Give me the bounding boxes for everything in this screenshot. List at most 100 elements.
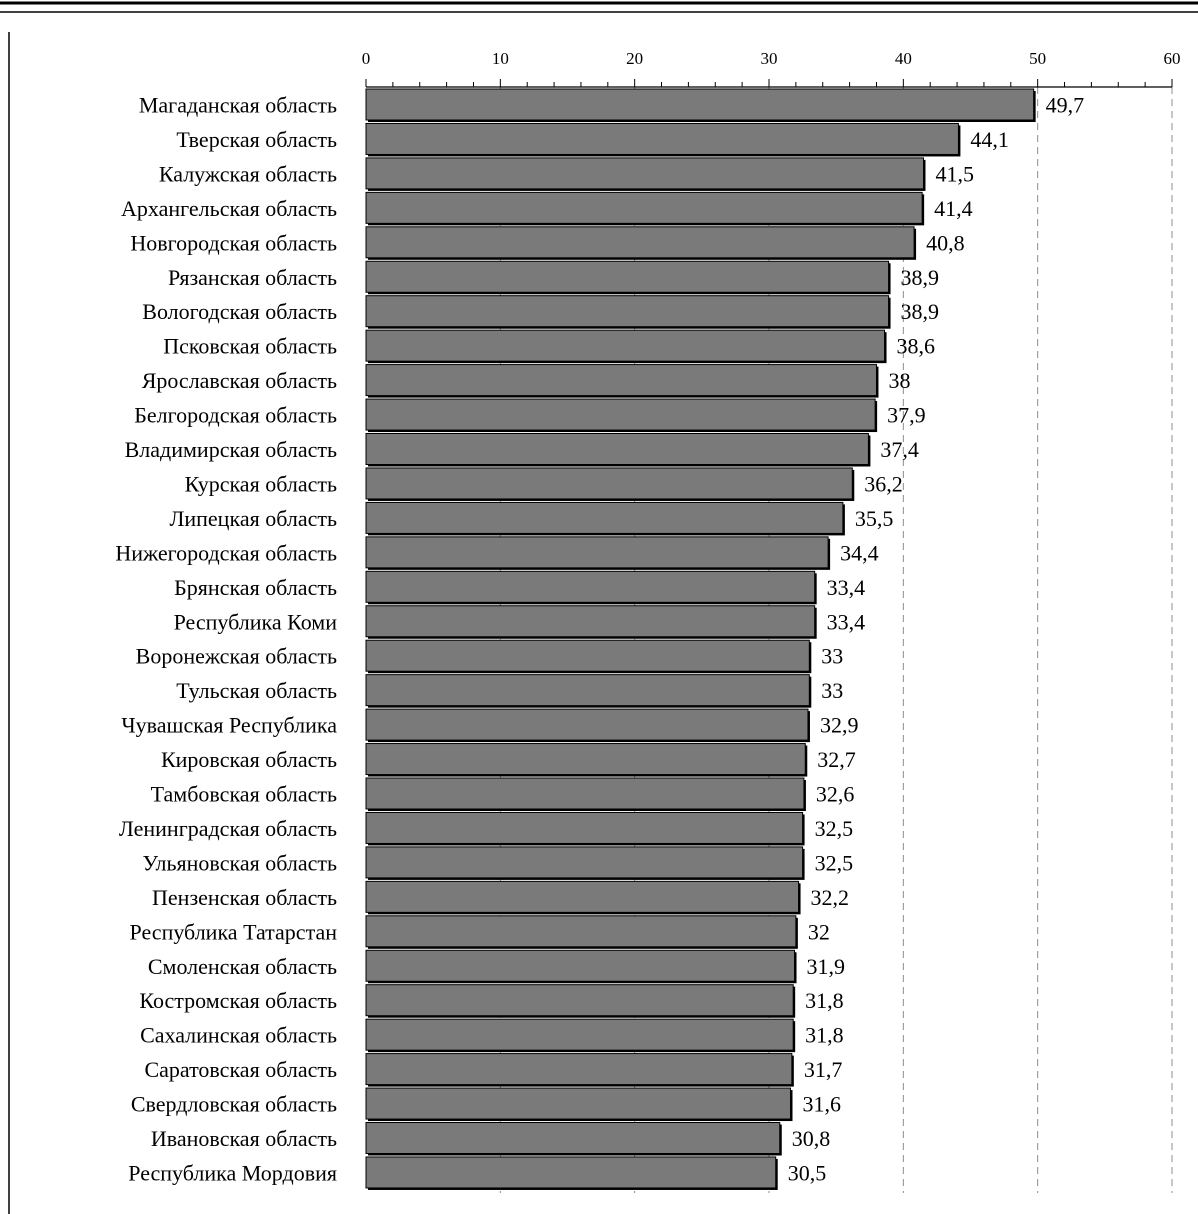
category-label: Архангельская область [121, 196, 337, 221]
bar [365, 605, 816, 638]
value-label: 32,5 [815, 816, 854, 841]
bar [365, 880, 800, 913]
bar [365, 639, 810, 672]
x-tick-label: 30 [761, 49, 778, 68]
bar [365, 915, 797, 948]
value-label: 38,6 [897, 334, 936, 359]
category-label: Тверская область [176, 127, 337, 152]
value-label: 38,9 [901, 299, 940, 324]
category-label: Кировская область [161, 747, 337, 772]
value-label: 40,8 [926, 230, 965, 255]
bar [365, 536, 829, 569]
x-tick-label: 0 [362, 49, 371, 68]
category-label: Липецкая область [169, 506, 337, 531]
bar [365, 1156, 777, 1189]
value-label: 34,4 [840, 540, 879, 565]
x-tick-label: 50 [1029, 49, 1046, 68]
bar [365, 708, 809, 741]
bar [365, 295, 890, 328]
value-label: 32 [808, 919, 830, 944]
x-tick-label: 40 [895, 49, 912, 68]
value-label: 37,9 [887, 403, 926, 428]
category-label: Тамбовская область [151, 782, 337, 807]
bar [365, 433, 869, 465]
category-label: Магаданская область [139, 93, 337, 118]
category-label: Нижегородская область [115, 540, 337, 565]
category-label: Курская область [185, 471, 337, 496]
category-label: Смоленская область [148, 954, 337, 979]
bar [365, 1053, 793, 1086]
value-label: 38,9 [901, 265, 940, 290]
category-label: Ленинградская область [119, 816, 337, 841]
value-label: 31,8 [805, 988, 844, 1013]
category-label: Республика Татарстан [130, 919, 338, 944]
category-label: Республика Мордовия [128, 1160, 337, 1185]
value-label: 37,4 [880, 437, 919, 462]
value-label: 41,5 [935, 161, 974, 186]
bar [365, 191, 923, 224]
value-label: 31,9 [807, 954, 846, 979]
value-label: 32,6 [816, 782, 855, 807]
value-label: 31,6 [802, 1092, 841, 1117]
x-axis: 0 10 20 30 40 50 60 [362, 49, 1181, 88]
bars [365, 88, 1036, 1190]
value-label: 38 [888, 368, 910, 393]
bar [365, 1087, 791, 1120]
bar [365, 260, 890, 293]
bar [365, 467, 853, 500]
bar [365, 811, 804, 844]
x-tick-label: 60 [1164, 49, 1181, 68]
value-label: 33,4 [827, 575, 866, 600]
bar [365, 329, 886, 362]
bar [365, 743, 806, 776]
category-labels: Магаданская область Тверская область Калуж… [115, 93, 337, 1186]
value-label: 31,7 [804, 1057, 843, 1082]
x-tick-label: 10 [492, 49, 509, 68]
category-label: Новгородская область [130, 230, 337, 255]
bar [365, 157, 924, 190]
category-label: Пензенская область [152, 885, 337, 910]
value-label: 49,7 [1046, 93, 1085, 118]
bar [365, 226, 915, 259]
bar [365, 570, 816, 603]
category-label: Свердловская область [131, 1092, 337, 1117]
bar [365, 1018, 794, 1051]
value-label: 36,2 [864, 471, 903, 496]
category-label: Саратовская область [144, 1057, 337, 1082]
category-label: Тульская область [176, 678, 337, 703]
category-label: Чувашская Республика [121, 713, 337, 738]
bar [365, 984, 794, 1017]
value-label: 32,5 [815, 850, 854, 875]
value-label: 33 [821, 644, 843, 669]
category-label: Ярославская область [142, 368, 337, 393]
category-label: Республика Коми [174, 609, 338, 634]
category-label: Белгородская область [134, 403, 337, 428]
value-label: 32,7 [817, 747, 856, 772]
bar [365, 501, 844, 534]
value-label: 31,8 [805, 1023, 844, 1048]
bar [365, 364, 877, 397]
category-label: Ульяновская область [142, 850, 337, 875]
value-label: 30,8 [792, 1126, 831, 1151]
x-tick-label: 20 [626, 49, 643, 68]
category-label: Псковская область [163, 334, 337, 359]
category-label: Брянская область [174, 575, 337, 600]
category-label: Костромская область [139, 988, 337, 1013]
value-label: 33 [821, 678, 843, 703]
category-label: Воронежская область [136, 644, 337, 669]
value-label: 44,1 [970, 127, 1009, 152]
bar [365, 1122, 781, 1154]
bar [365, 777, 805, 810]
value-label: 32,2 [811, 885, 850, 910]
value-label: 30,5 [788, 1160, 827, 1185]
value-label: 41,4 [934, 196, 973, 221]
category-label: Владимирская область [125, 437, 337, 462]
bar [365, 88, 1035, 121]
category-label: Сахалинская область [140, 1023, 337, 1048]
value-label: 35,5 [855, 506, 894, 531]
bar [365, 846, 804, 879]
value-label: 33,4 [827, 609, 866, 634]
bar [365, 122, 959, 155]
value-label: 32,9 [820, 713, 859, 738]
